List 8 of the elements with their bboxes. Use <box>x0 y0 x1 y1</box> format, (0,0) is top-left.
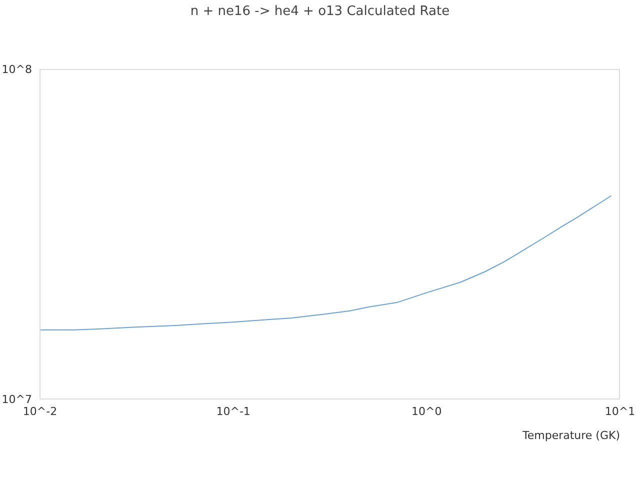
y-tick-label: 10^8 <box>2 62 32 76</box>
chart-title: n + ne16 -> he4 + o13 Calculated Rate <box>189 4 451 19</box>
x-tick-label: 10^-2 <box>22 404 58 418</box>
x-tick-label: 10^0 <box>412 404 442 418</box>
x-tick-label: 10^1 <box>604 404 636 418</box>
x-axis-title: Temperature (GK) <box>522 429 620 442</box>
x-tick-label: 10^-1 <box>216 404 250 418</box>
y-tick-label: 10^7 <box>2 392 32 406</box>
